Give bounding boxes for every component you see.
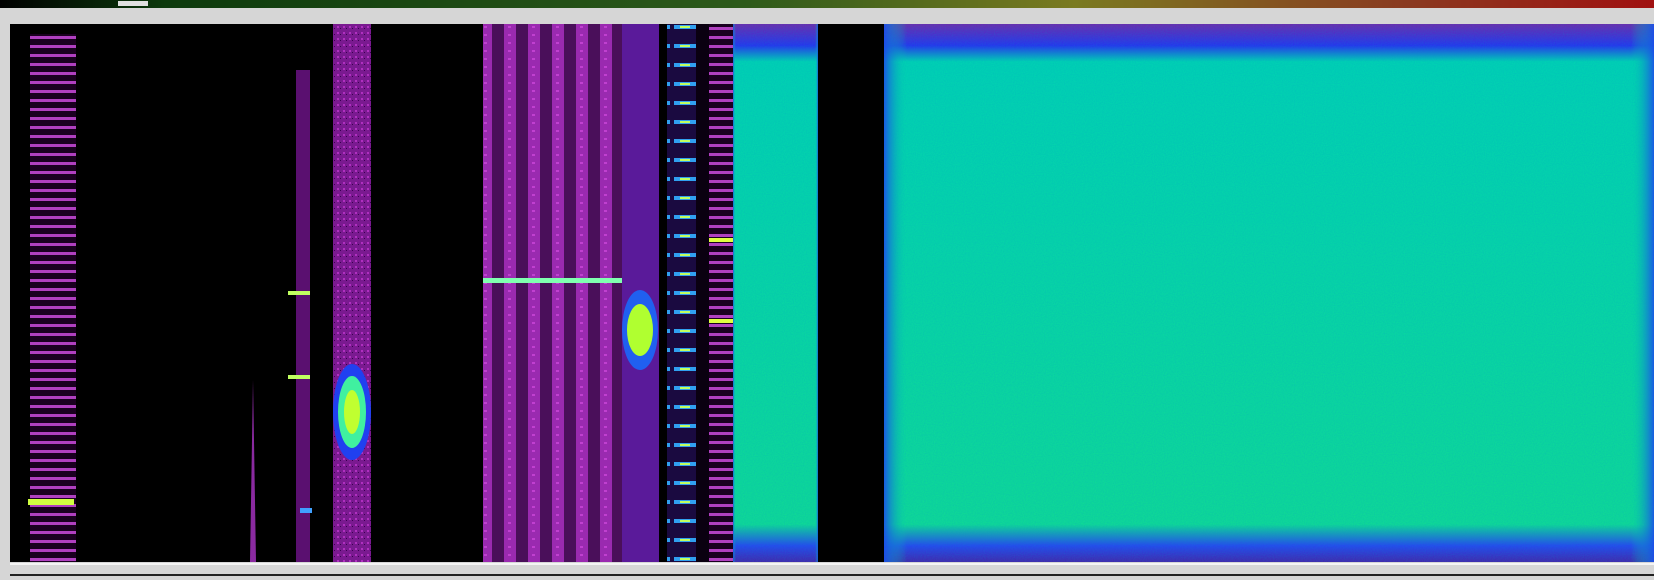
signal-burst	[300, 508, 312, 513]
signal-burst	[288, 375, 310, 379]
noise-texture	[884, 24, 1654, 562]
color-scale-bar	[0, 0, 1654, 8]
signal-narrow	[296, 70, 310, 562]
signal-ladder	[667, 24, 696, 562]
signal-line	[483, 278, 622, 283]
signal-ladder	[709, 24, 733, 562]
signal-burst	[28, 499, 74, 505]
signal-burst	[709, 319, 733, 323]
signal-ladder	[30, 34, 76, 562]
signal-burst	[288, 291, 310, 295]
frame-top	[0, 8, 1654, 24]
signal-band	[483, 24, 622, 562]
signal-column	[333, 24, 371, 562]
scale-marker	[118, 1, 148, 6]
signal-spike	[250, 380, 256, 562]
gap	[696, 24, 709, 562]
gap	[818, 24, 884, 562]
signal-blob	[627, 304, 653, 356]
frame-left	[0, 24, 10, 562]
signal-blob	[344, 390, 360, 434]
signal-burst	[709, 238, 733, 242]
noise-texture	[733, 24, 818, 562]
